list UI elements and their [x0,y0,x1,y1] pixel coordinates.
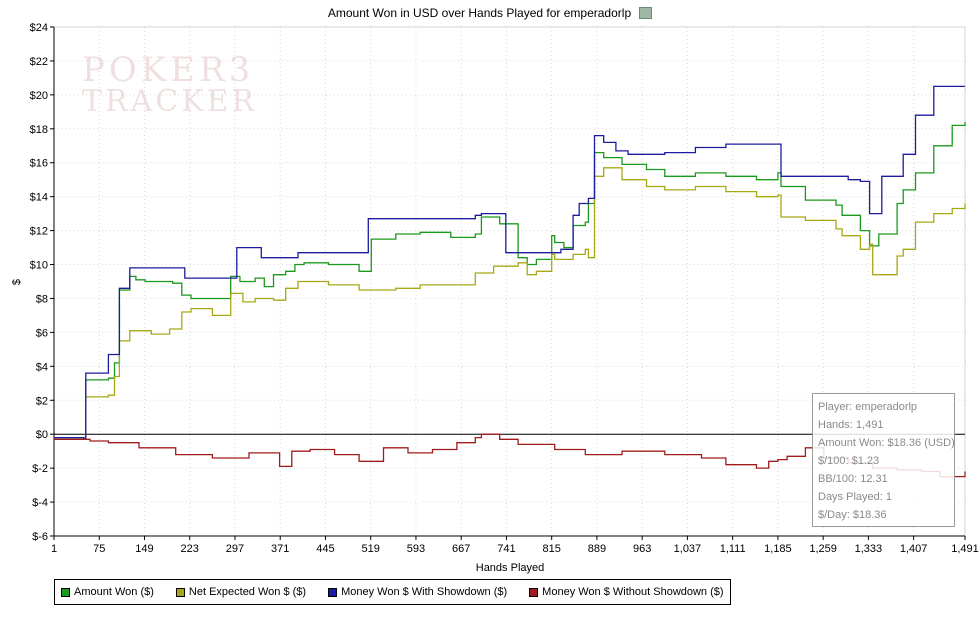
x-tick-label: 445 [316,543,334,555]
legend-label: Money Won $ Without Showdown ($) [542,586,724,598]
tooltip-player: Player: emperadorlp [818,401,918,413]
y-tick-label: $-2 [32,463,48,475]
legend-swatch [175,587,185,597]
y-tick-label: $2 [36,395,48,407]
chart-title: Amount Won in USD over Hands Played for … [0,6,980,20]
x-tick-label: 1,259 [809,543,837,555]
chart-title-text: Amount Won in USD over Hands Played for … [327,6,632,20]
tooltip-amount-won: Amount Won: $18.36 (USD) [818,437,955,449]
x-tick-label: 815 [543,543,561,555]
x-tick-label: 519 [362,543,380,555]
y-tick-label: $14 [30,192,48,204]
y-tick-label: $10 [30,260,48,272]
y-tick-label: $22 [30,56,48,68]
x-tick-label: 371 [271,543,289,555]
y-tick-label: $12 [30,226,48,238]
series-line-1 [54,167,966,440]
player-summary-tooltip: Player: emperadorlp Hands: 1,491 Amount … [812,393,955,527]
x-tick-label: 1,185 [764,543,792,555]
legend: Amount Won ($) Net Expected Won $ ($) Mone… [54,579,731,605]
y-tick-label: $18 [30,124,48,136]
x-tick-label: 1,333 [855,543,883,555]
legend-label: Amount Won ($) [74,586,154,598]
pokertracker-watermark: POKER3 TRACKER [82,50,282,120]
x-tick-label: 889 [588,543,606,555]
legend-swatch [328,587,338,597]
x-tick-label: 667 [452,543,470,555]
tooltip-per-day: $/Day: $18.36 [818,509,887,521]
x-axis-ticks: 1 75 149 223 297 371 445 519 593 667 741 815 889 963 1… [51,535,979,555]
x-tick-label: 1,111 [720,543,746,555]
y-axis-ticks: $-6 $-4 $-2 $0 $2 $4 $6 $8 $10 $12 $14 $16 $18 $20 $22… [30,22,55,543]
x-tick-label: 1,491 [951,543,979,555]
y-axis-label: $ [11,279,23,285]
legend-item-2[interactable]: Money Won $ With Showdown ($) [328,586,507,598]
tooltip-per-100: $/100: $1.23 [818,455,880,467]
series-line-0 [54,122,966,440]
legend-item-0[interactable]: Amount Won ($) [61,586,154,598]
x-tick-label: 1 [51,543,57,555]
legend-item-1[interactable]: Net Expected Won $ ($) [175,586,307,598]
y-tick-label: $8 [36,293,48,305]
tooltip-days-played: Days Played: 1 [818,491,892,503]
x-tick-label: 963 [633,543,651,555]
x-tick-label: 1,407 [900,543,928,555]
x-tick-label: 593 [407,543,425,555]
tooltip-hands: Hands: 1,491 [818,419,884,431]
y-tick-label: $-4 [32,497,48,509]
y-tick-label: $-6 [32,531,48,543]
chart-icon[interactable] [639,7,653,19]
tooltip-bb-100: BB/100: 12.31 [818,473,888,485]
y-tick-label: $24 [30,22,48,34]
x-tick-label: 149 [135,543,153,555]
x-tick-label: 297 [226,543,244,555]
watermark-line-1: POKER3 [82,50,255,90]
legend-label: Money Won $ With Showdown ($) [341,586,508,598]
x-axis-label: Hands Played [476,562,545,574]
legend-item-3[interactable]: Money Won $ Without Showdown ($) [529,586,724,598]
series-line-2 [54,85,965,440]
y-tick-label: $4 [36,361,48,373]
watermark-line-2: TRACKER [82,84,258,119]
y-tick-label: $6 [36,327,48,339]
x-tick-label: 223 [181,543,199,555]
legend-swatch [529,587,539,597]
y-tick-label: $0 [36,429,48,441]
legend-swatch [61,587,70,597]
x-tick-label: 1,037 [674,543,702,555]
x-tick-label: 741 [497,543,515,555]
legend-label: Net Expected Won $ ($) [188,586,307,598]
x-tick-label: 75 [93,543,105,555]
y-tick-label: $16 [30,158,48,170]
y-tick-label: $20 [30,90,48,102]
